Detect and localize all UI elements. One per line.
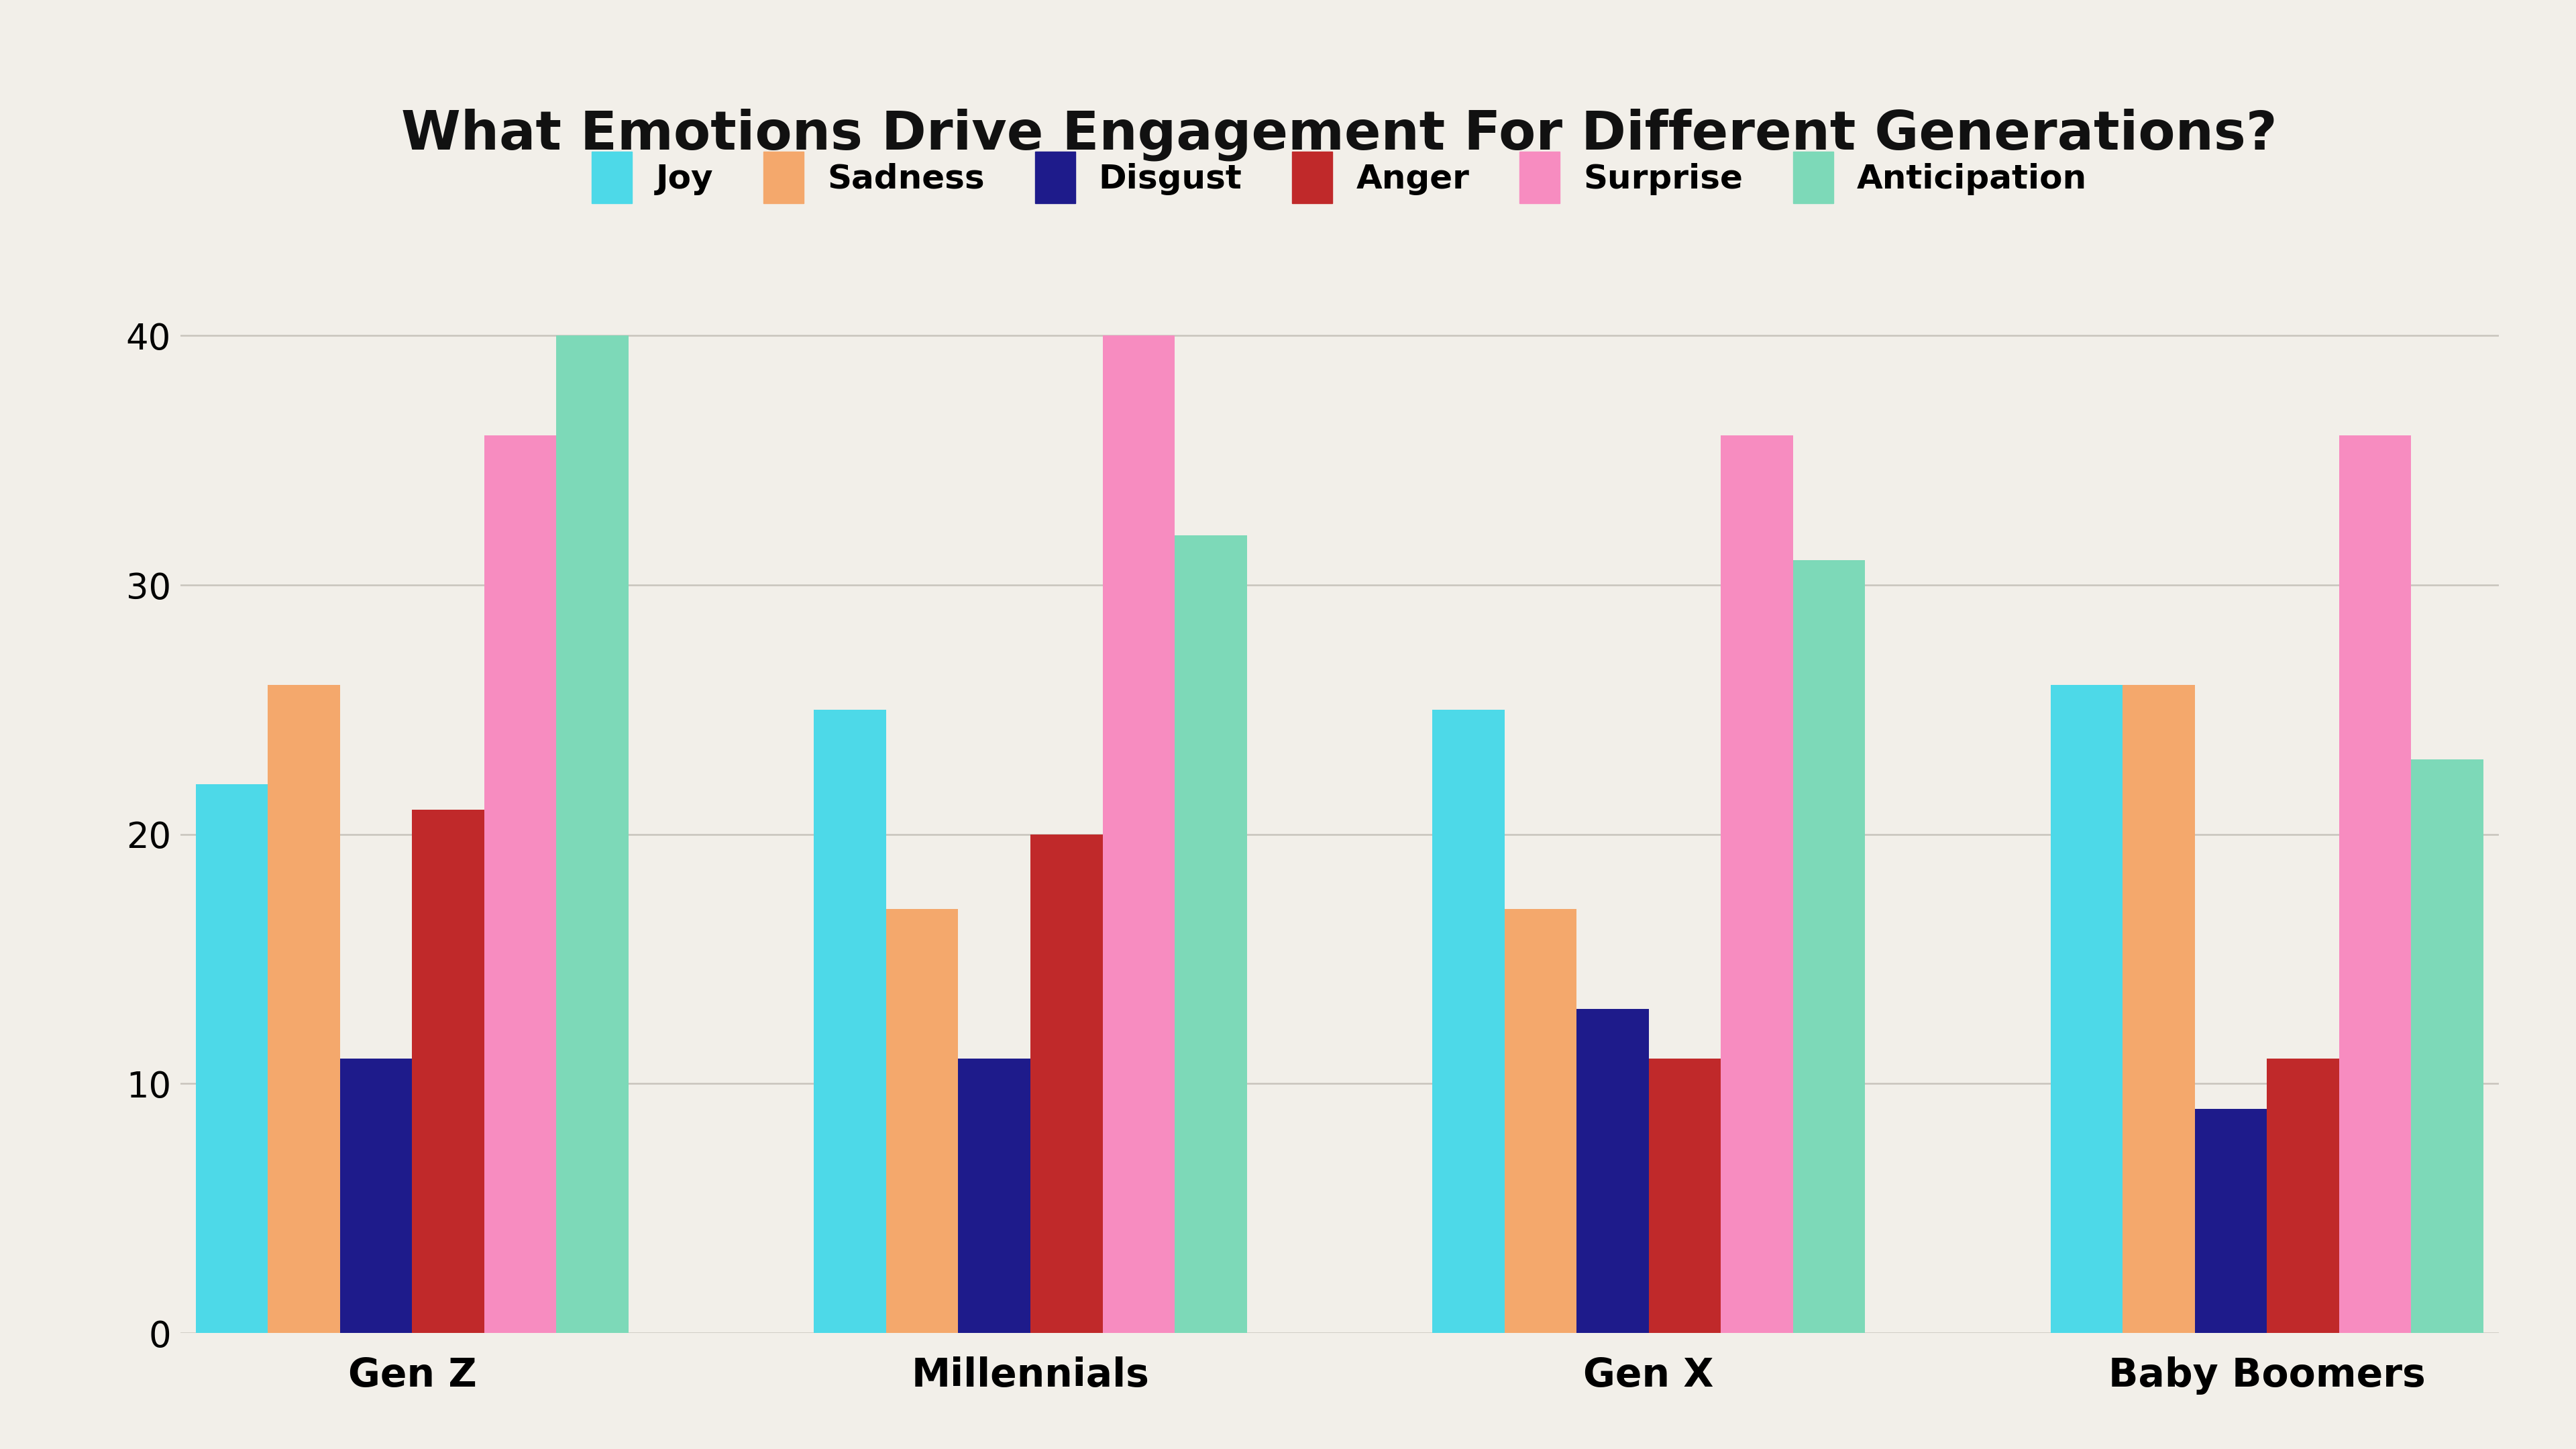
Title: What Emotions Drive Engagement For Different Generations?: What Emotions Drive Engagement For Diffe… [402,109,2277,161]
Bar [886,909,958,1333]
Bar [1649,1059,1721,1333]
Bar [1577,1009,1649,1333]
Bar [1721,435,1793,1333]
Bar [1030,835,1103,1333]
Bar [814,710,886,1333]
Bar [340,1059,412,1333]
Bar [2050,685,2123,1333]
Bar [556,336,629,1333]
Bar [1175,535,1247,1333]
Bar [2411,759,2483,1333]
Bar [2195,1108,2267,1333]
Bar [2339,435,2411,1333]
Bar [1793,561,1865,1333]
Bar [2267,1059,2339,1333]
Bar [958,1059,1030,1333]
Legend: Joy, Sadness, Disgust, Anger, Surprise, Anticipation: Joy, Sadness, Disgust, Anger, Surprise, … [580,138,2099,217]
Bar [1103,336,1175,1333]
Bar [196,784,268,1333]
Bar [412,810,484,1333]
Bar [2123,685,2195,1333]
Bar [1504,909,1577,1333]
Bar [1432,710,1504,1333]
Bar [484,435,556,1333]
Bar [268,685,340,1333]
